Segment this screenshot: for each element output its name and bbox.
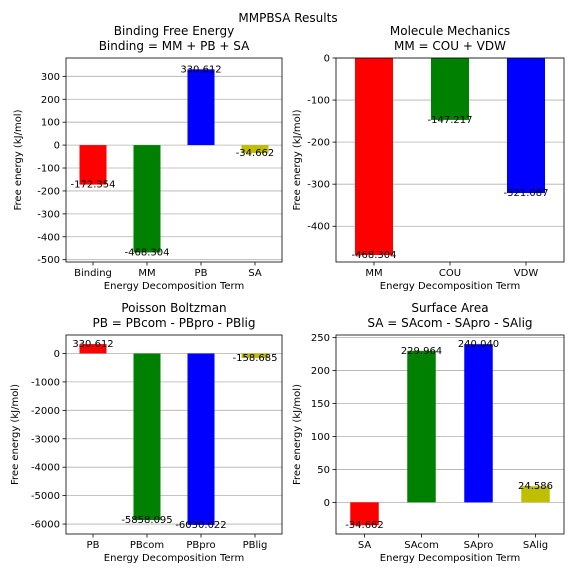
data-label: -468.304 — [125, 247, 170, 258]
y-tick-label: 300 — [41, 72, 60, 83]
bar-sa — [241, 145, 269, 154]
x-axis-label: Energy Decomposition Term — [380, 553, 520, 564]
y-tick-label: 0 — [54, 349, 60, 360]
y-axis-label: Free energy (kJ/mol) — [10, 384, 21, 485]
y-tick-label: 0 — [324, 54, 330, 65]
chart-title: Surface Area SA = SAcom - SApro - SAlig — [367, 301, 532, 330]
y-tick-label: -300 — [307, 180, 330, 191]
y-tick-label: -4000 — [31, 463, 60, 474]
x-tick-label: SA — [248, 268, 262, 279]
data-label: 240.040 — [458, 339, 499, 350]
y-tick-label: -200 — [307, 138, 330, 149]
y-tick-label: -300 — [37, 209, 60, 220]
x-tick-label: COU — [439, 268, 461, 279]
x-tick-label: SApro — [464, 540, 494, 551]
bar-pblig — [241, 353, 269, 358]
x-tick-label: VDW — [514, 268, 539, 279]
y-tick-label: 100 — [311, 432, 330, 443]
x-tick-label: PBlig — [243, 540, 268, 551]
x-tick-label: PB — [87, 540, 100, 551]
y-tick-label: 150 — [311, 399, 330, 410]
data-label: -172.354 — [71, 180, 116, 191]
data-label: -147.217 — [428, 115, 473, 126]
bar-pb — [79, 344, 107, 354]
bar-sa — [350, 502, 379, 526]
y-tick-label: -100 — [37, 164, 60, 175]
bar-mm — [355, 58, 393, 255]
data-label: -158.685 — [233, 353, 278, 364]
bar-salig — [521, 486, 550, 503]
y-tick-label: -1000 — [31, 377, 60, 388]
data-label: 229.964 — [401, 346, 442, 357]
y-tick-label: -100 — [307, 96, 330, 107]
axes-frame — [65, 334, 283, 535]
chart-title: Binding Free Energy Binding = MM + PB + S… — [99, 24, 250, 53]
axes-frame — [65, 57, 283, 263]
data-label: 330.612 — [72, 339, 113, 350]
data-label: -5858.095 — [121, 515, 172, 526]
data-label: -6030.022 — [175, 520, 226, 531]
y-tick-label: 250 — [311, 333, 330, 344]
data-label: -468.304 — [352, 250, 397, 261]
bar-sacom — [407, 350, 436, 503]
x-tick-label: SAlig — [523, 540, 548, 551]
y-tick-label: -6000 — [31, 520, 60, 531]
y-tick-label: -5000 — [31, 491, 60, 502]
x-tick-label: PBcom — [130, 540, 164, 551]
chart-panel-2: Molecule Mechanics MM = COU + VDW -468.304… — [292, 24, 565, 292]
chart-panel-4: Surface Area SA = SAcom - SApro - SAlig -3… — [292, 301, 565, 564]
x-tick-label: SA — [358, 540, 372, 551]
x-tick-label: PB — [195, 268, 208, 279]
chart-panel-1: Binding Free Energy Binding = MM + PB + S… — [13, 24, 283, 292]
bar-pb — [187, 69, 215, 146]
y-tick-label: 50 — [317, 465, 330, 476]
chart-panel-3: Poisson Boltzman PB = PBcom - PBpro - PBl… — [10, 301, 283, 564]
figure-suptitle: MMPBSA Results — [238, 11, 337, 25]
bar-pbcom — [133, 353, 161, 521]
data-label: -34.662 — [345, 520, 384, 531]
y-tick-label: -2000 — [31, 406, 60, 417]
bar-pbpro — [187, 353, 215, 525]
x-tick-label: Binding — [74, 268, 112, 279]
x-axis-label: Energy Decomposition Term — [104, 281, 244, 292]
y-tick-label: -400 — [307, 222, 330, 233]
bar-mm — [133, 145, 161, 253]
data-label: 24.586 — [518, 481, 553, 492]
data-label: -34.662 — [236, 148, 275, 159]
bar-cou — [431, 58, 469, 120]
x-axis-label: Energy Decomposition Term — [104, 553, 244, 564]
x-tick-label: MM — [365, 268, 382, 279]
y-tick-label: -200 — [37, 186, 60, 197]
chart-panels: Binding Free Energy Binding = MM + PB + S… — [10, 24, 565, 564]
axes-frame — [335, 334, 565, 535]
bar-vdw — [507, 58, 545, 194]
y-tick-label: 100 — [41, 118, 60, 129]
data-label: -321.087 — [504, 188, 549, 199]
y-axis-label: Free energy (kJ/mol) — [292, 384, 303, 485]
chart-title: Poisson Boltzman PB = PBcom - PBpro - PBl… — [92, 301, 255, 330]
y-tick-label: 0 — [324, 498, 330, 509]
chart-title: Molecule Mechanics MM = COU + VDW — [390, 24, 510, 53]
x-tick-label: MM — [138, 268, 155, 279]
y-tick-label: -3000 — [31, 434, 60, 445]
x-tick-label: SAcom — [404, 540, 439, 551]
y-tick-label: -500 — [37, 255, 60, 266]
data-label: 330.612 — [180, 64, 221, 75]
y-tick-label: 0 — [54, 141, 60, 152]
y-axis-label: Free energy (kJ/mol) — [292, 109, 303, 210]
y-tick-label: -400 — [37, 232, 60, 243]
y-tick-label: 200 — [41, 95, 60, 106]
x-tick-label: PBpro — [186, 540, 215, 551]
x-axis-label: Energy Decomposition Term — [380, 281, 520, 292]
bar-binding — [79, 145, 107, 185]
bar-sapro — [464, 344, 493, 503]
y-axis-label: Free energy (kJ/mol) — [13, 109, 24, 210]
y-tick-label: 200 — [311, 366, 330, 377]
